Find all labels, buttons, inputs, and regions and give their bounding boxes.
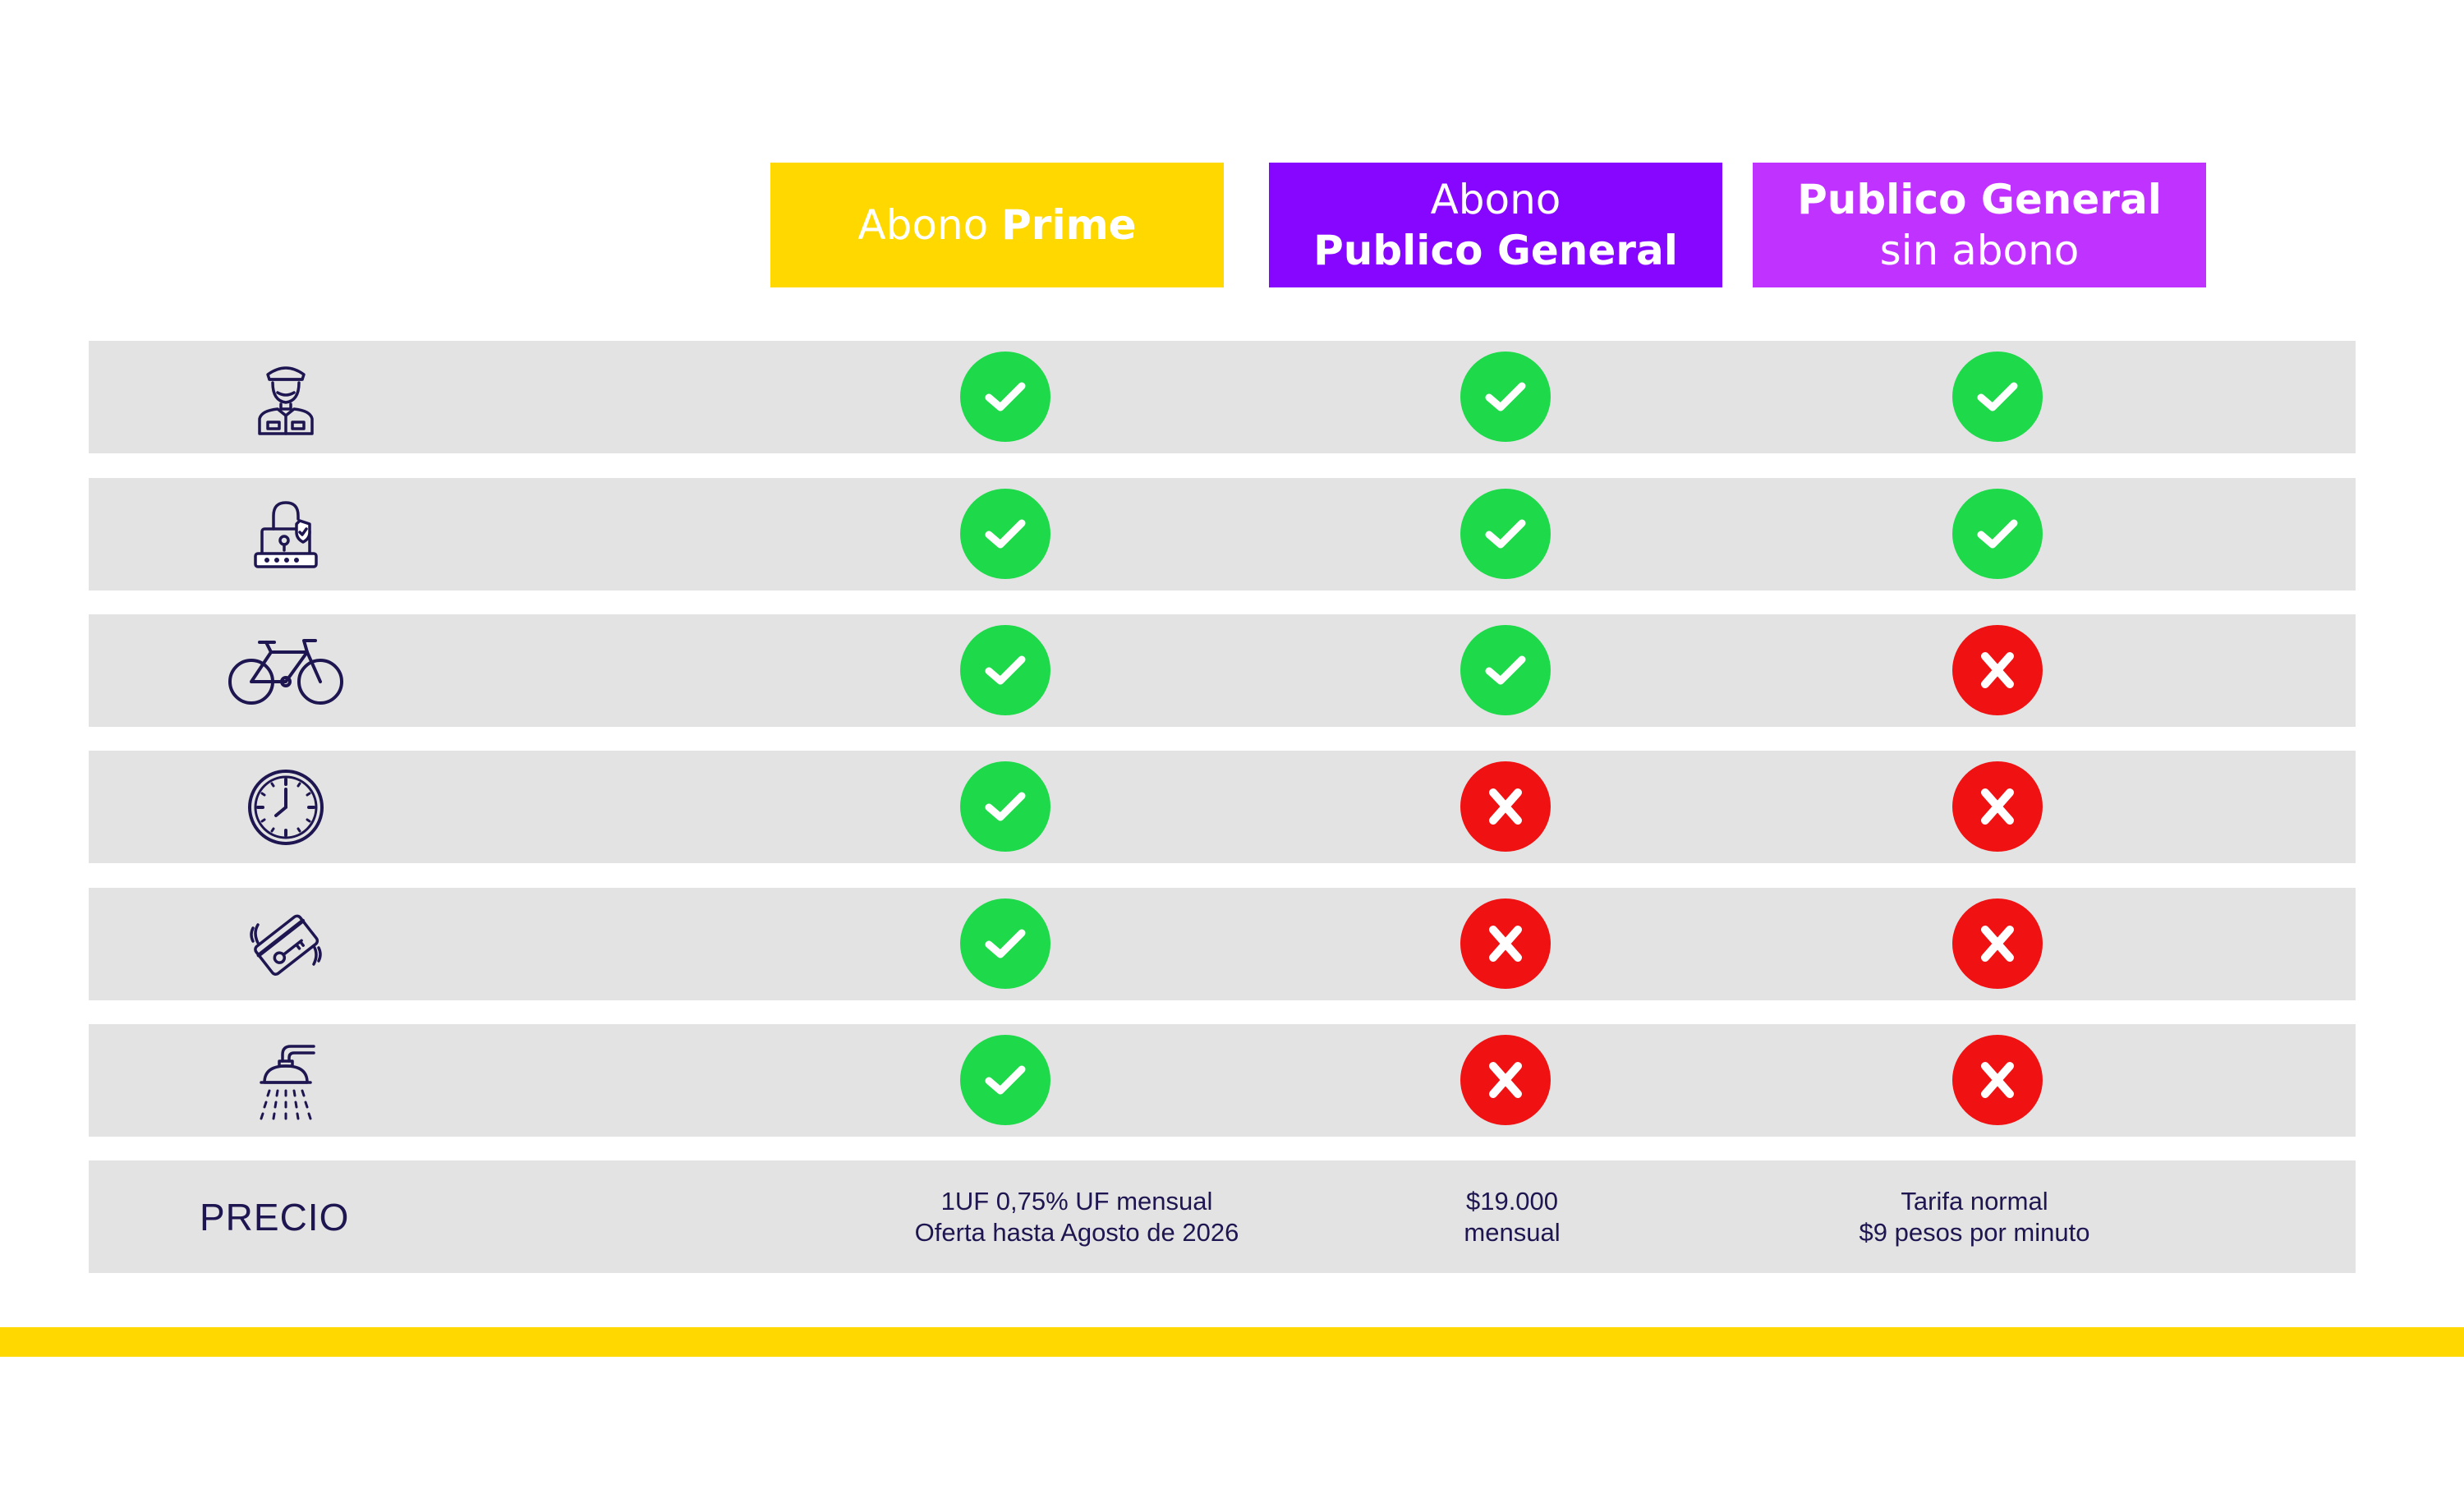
feature-row (89, 1024, 2356, 1137)
price-sin-abono-line2: $9 pesos por minuto (1859, 1217, 2090, 1247)
price-label: PRECIO (200, 1195, 350, 1239)
price-abono-publico-general: $19.000 mensual (1282, 1160, 1742, 1273)
header-abono-publico-general: Abono Publico General (1269, 163, 1722, 287)
header-abono-prime-title: Abono Prime (857, 201, 1137, 249)
yes-icon (1952, 489, 2043, 579)
no-icon (1460, 1035, 1551, 1125)
yes-icon (960, 352, 1050, 442)
shower-icon (220, 1024, 352, 1137)
price-abono-prime: 1UF 0,75% UF mensual Oferta hasta Agosto… (847, 1160, 1307, 1273)
yes-icon (960, 761, 1050, 852)
yes-icon (1460, 352, 1551, 442)
guard-icon (220, 341, 352, 453)
header-abono-prime: Abono Prime (770, 163, 1224, 287)
feature-row (89, 751, 2356, 863)
price-sin-abono-line1: Tarifa normal (1901, 1186, 2048, 1216)
key-card-icon (220, 888, 352, 1000)
no-icon (1460, 898, 1551, 989)
price-general-line2: mensual (1464, 1217, 1561, 1247)
no-icon (1952, 898, 2043, 989)
padlock-icon (220, 478, 352, 591)
no-icon (1460, 761, 1551, 852)
header-general-line2: Publico General (1313, 227, 1678, 274)
price-general-line1: $19.000 (1465, 1186, 1559, 1216)
feature-row (89, 341, 2356, 453)
yes-icon (1460, 625, 1551, 715)
feature-row (89, 888, 2356, 1000)
footer-bar (0, 1327, 2464, 1357)
no-icon (1952, 625, 2043, 715)
yes-icon (960, 489, 1050, 579)
yes-icon (960, 898, 1050, 989)
feature-row (89, 478, 2356, 591)
no-icon (1952, 1035, 2043, 1125)
feature-row (89, 614, 2356, 727)
yes-icon (960, 1035, 1050, 1125)
header-sin-abono-line2: sin abono (1879, 227, 2080, 274)
yes-icon (960, 625, 1050, 715)
header-general-line1: Abono (1430, 176, 1561, 223)
clock-icon (220, 751, 352, 863)
bicycle-icon (220, 614, 352, 727)
header-publico-general-sin-abono: Publico General sin abono (1753, 163, 2206, 287)
price-prime-line2: Oferta hasta Agosto de 2026 (914, 1217, 1239, 1247)
price-row: PRECIO 1UF 0,75% UF mensual Oferta hasta… (89, 1160, 2356, 1273)
price-prime-line1: 1UF 0,75% UF mensual (940, 1186, 1213, 1216)
header-sin-abono-line1: Publico General (1797, 176, 2162, 223)
no-icon (1952, 761, 2043, 852)
yes-icon (1460, 489, 1551, 579)
price-publico-general-sin-abono: Tarifa normal $9 pesos por minuto (1745, 1160, 2204, 1273)
yes-icon (1952, 352, 2043, 442)
